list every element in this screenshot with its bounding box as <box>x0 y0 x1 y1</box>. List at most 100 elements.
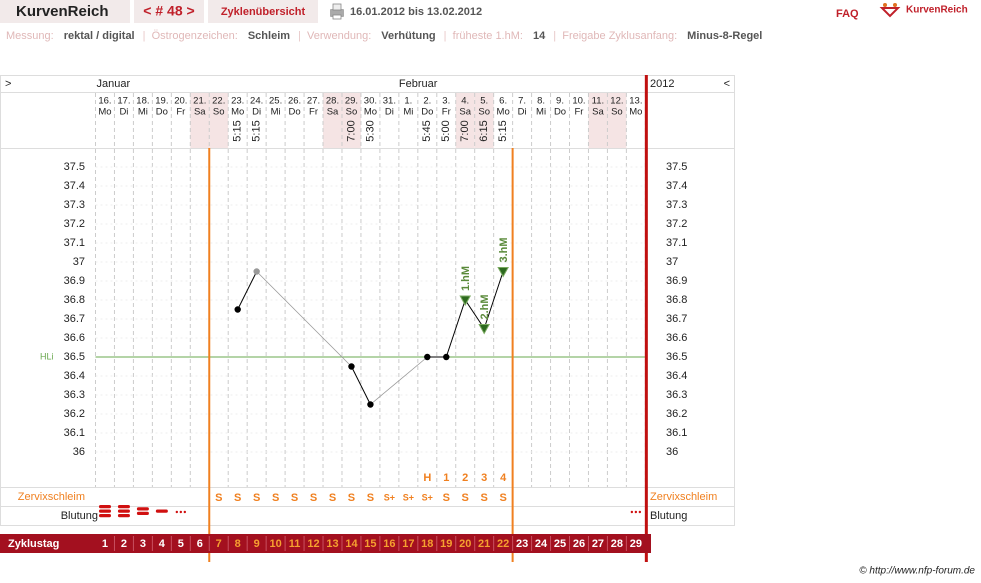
date-range: 16.01.2012 bis 13.02.2012 <box>350 6 482 18</box>
info-label: Verwendung: <box>307 30 371 42</box>
y-tick-label: 36.3 <box>64 389 85 401</box>
time-label: 5:00 <box>440 120 452 141</box>
temperature-segment <box>237 271 258 310</box>
weekday-label: So <box>213 107 225 118</box>
dash <box>136 507 149 511</box>
dash <box>117 509 130 513</box>
weekend-shade <box>341 93 361 148</box>
cycle-day: 24 <box>535 538 548 550</box>
date-label: 2. <box>423 96 431 107</box>
weekend-shade <box>607 93 627 148</box>
weekday-label: Di <box>252 107 261 118</box>
time-label: 7:00 <box>345 120 357 141</box>
info-value: rektal / digital <box>64 30 135 42</box>
weekday-label: Do <box>421 107 433 118</box>
high-marker <box>459 295 472 307</box>
date-label: 7. <box>518 96 526 107</box>
high-marker-label: 2.hM <box>479 294 491 319</box>
date-label: 9. <box>556 96 564 107</box>
weekday-label: Di <box>385 107 394 118</box>
cycle-day: 5 <box>178 538 184 550</box>
nav-box[interactable] <box>134 0 204 23</box>
y-tick-label-right: 37.1 <box>666 237 687 249</box>
cycle-day: 7 <box>216 538 222 550</box>
logo: KurvenReich <box>906 5 968 16</box>
y-tick-label-right: 37.2 <box>666 218 687 230</box>
tab-box[interactable] <box>208 0 318 23</box>
bleeding-label: Blutung <box>61 510 98 522</box>
footer: © http://www.nfp-forum.de <box>859 566 975 577</box>
y-tick-label: 37.4 <box>64 180 85 192</box>
y-tick-label-right: 36.3 <box>666 389 687 401</box>
mucus-value: S <box>367 492 374 504</box>
date-label: 4. <box>461 96 469 107</box>
cycle-day: 25 <box>554 538 566 550</box>
dash <box>155 509 168 513</box>
cycle-day: 27 <box>592 538 604 550</box>
mucus-value: S <box>462 492 469 504</box>
mucus-value: S <box>253 492 260 504</box>
temperature-point <box>253 268 260 275</box>
weekday-label: Sa <box>194 107 206 118</box>
weekday-label: So <box>611 107 623 118</box>
y-tick-label: 36.7 <box>64 313 85 325</box>
date-label: 21. <box>193 96 206 107</box>
cycle-day: 15 <box>364 538 376 550</box>
peak-count: H <box>423 472 431 484</box>
date-label: 27. <box>307 96 320 107</box>
dot <box>183 510 187 514</box>
year: 2012 <box>650 78 674 90</box>
temperature-point <box>424 353 431 361</box>
time-label: 5:45 <box>421 120 433 141</box>
tab[interactable]: Zyklenübersicht <box>221 6 306 18</box>
cycle-day: 20 <box>459 538 471 550</box>
weekday-label: Sa <box>327 107 339 118</box>
info-bar: Messung: rektal / digital | Östrogenzeichen… <box>6 30 762 42</box>
weekday-label: Do <box>289 107 301 118</box>
y-tick-label-right: 37.4 <box>666 180 687 192</box>
mucus-label: Zervixschleim <box>18 491 85 503</box>
cycle-day: 21 <box>478 538 490 550</box>
cycle-day: 2 <box>121 538 127 550</box>
cycle-day: 18 <box>421 538 433 550</box>
mucus-value: S <box>329 492 336 504</box>
mucus-value: S <box>499 492 506 504</box>
dot <box>638 510 642 514</box>
info-label: Freigabe Zyklusanfang: <box>562 30 677 42</box>
mucus-value: S+ <box>403 492 414 502</box>
mucus-value: S+ <box>384 492 395 502</box>
cycle-day: 22 <box>497 538 509 550</box>
peak-count: 1 <box>443 472 449 484</box>
date-label: 23. <box>231 96 244 107</box>
weekend-shade <box>455 93 475 148</box>
cycle-day: 4 <box>159 538 166 550</box>
weekday-label: Sa <box>592 107 604 118</box>
weekday-label: Mo <box>231 107 244 118</box>
time-label: 5:30 <box>364 120 376 141</box>
y-tick-label: 36.2 <box>64 408 85 420</box>
cycle-day: 8 <box>235 538 241 550</box>
y-tick-label-right: 36.8 <box>666 294 687 306</box>
y-tick-label: 36.5 <box>64 351 85 363</box>
cycle-day: 9 <box>254 538 260 550</box>
y-tick-label-right: 36.5 <box>666 351 687 363</box>
cycle-day: 29 <box>630 538 642 550</box>
info-label: Messung: <box>6 30 54 42</box>
high-marker <box>478 324 491 335</box>
weekday-label: Mo <box>98 107 111 118</box>
weekday-label: Fr <box>442 107 451 118</box>
cycle-day: 1 <box>102 538 108 550</box>
printer-icon[interactable] <box>330 3 344 20</box>
dash <box>136 511 149 515</box>
faq-link[interactable]: FAQ <box>836 8 859 20</box>
nav-next: < <box>724 78 730 90</box>
date-label: 31. <box>383 96 396 107</box>
mucus-value: S <box>291 492 298 504</box>
weekday-label: Mi <box>536 107 546 118</box>
mucus-value: S <box>234 492 241 504</box>
cycle-day: 19 <box>440 538 452 550</box>
temperature-point <box>367 401 374 408</box>
cycle-nav[interactable]: < # 48 > <box>143 3 194 19</box>
